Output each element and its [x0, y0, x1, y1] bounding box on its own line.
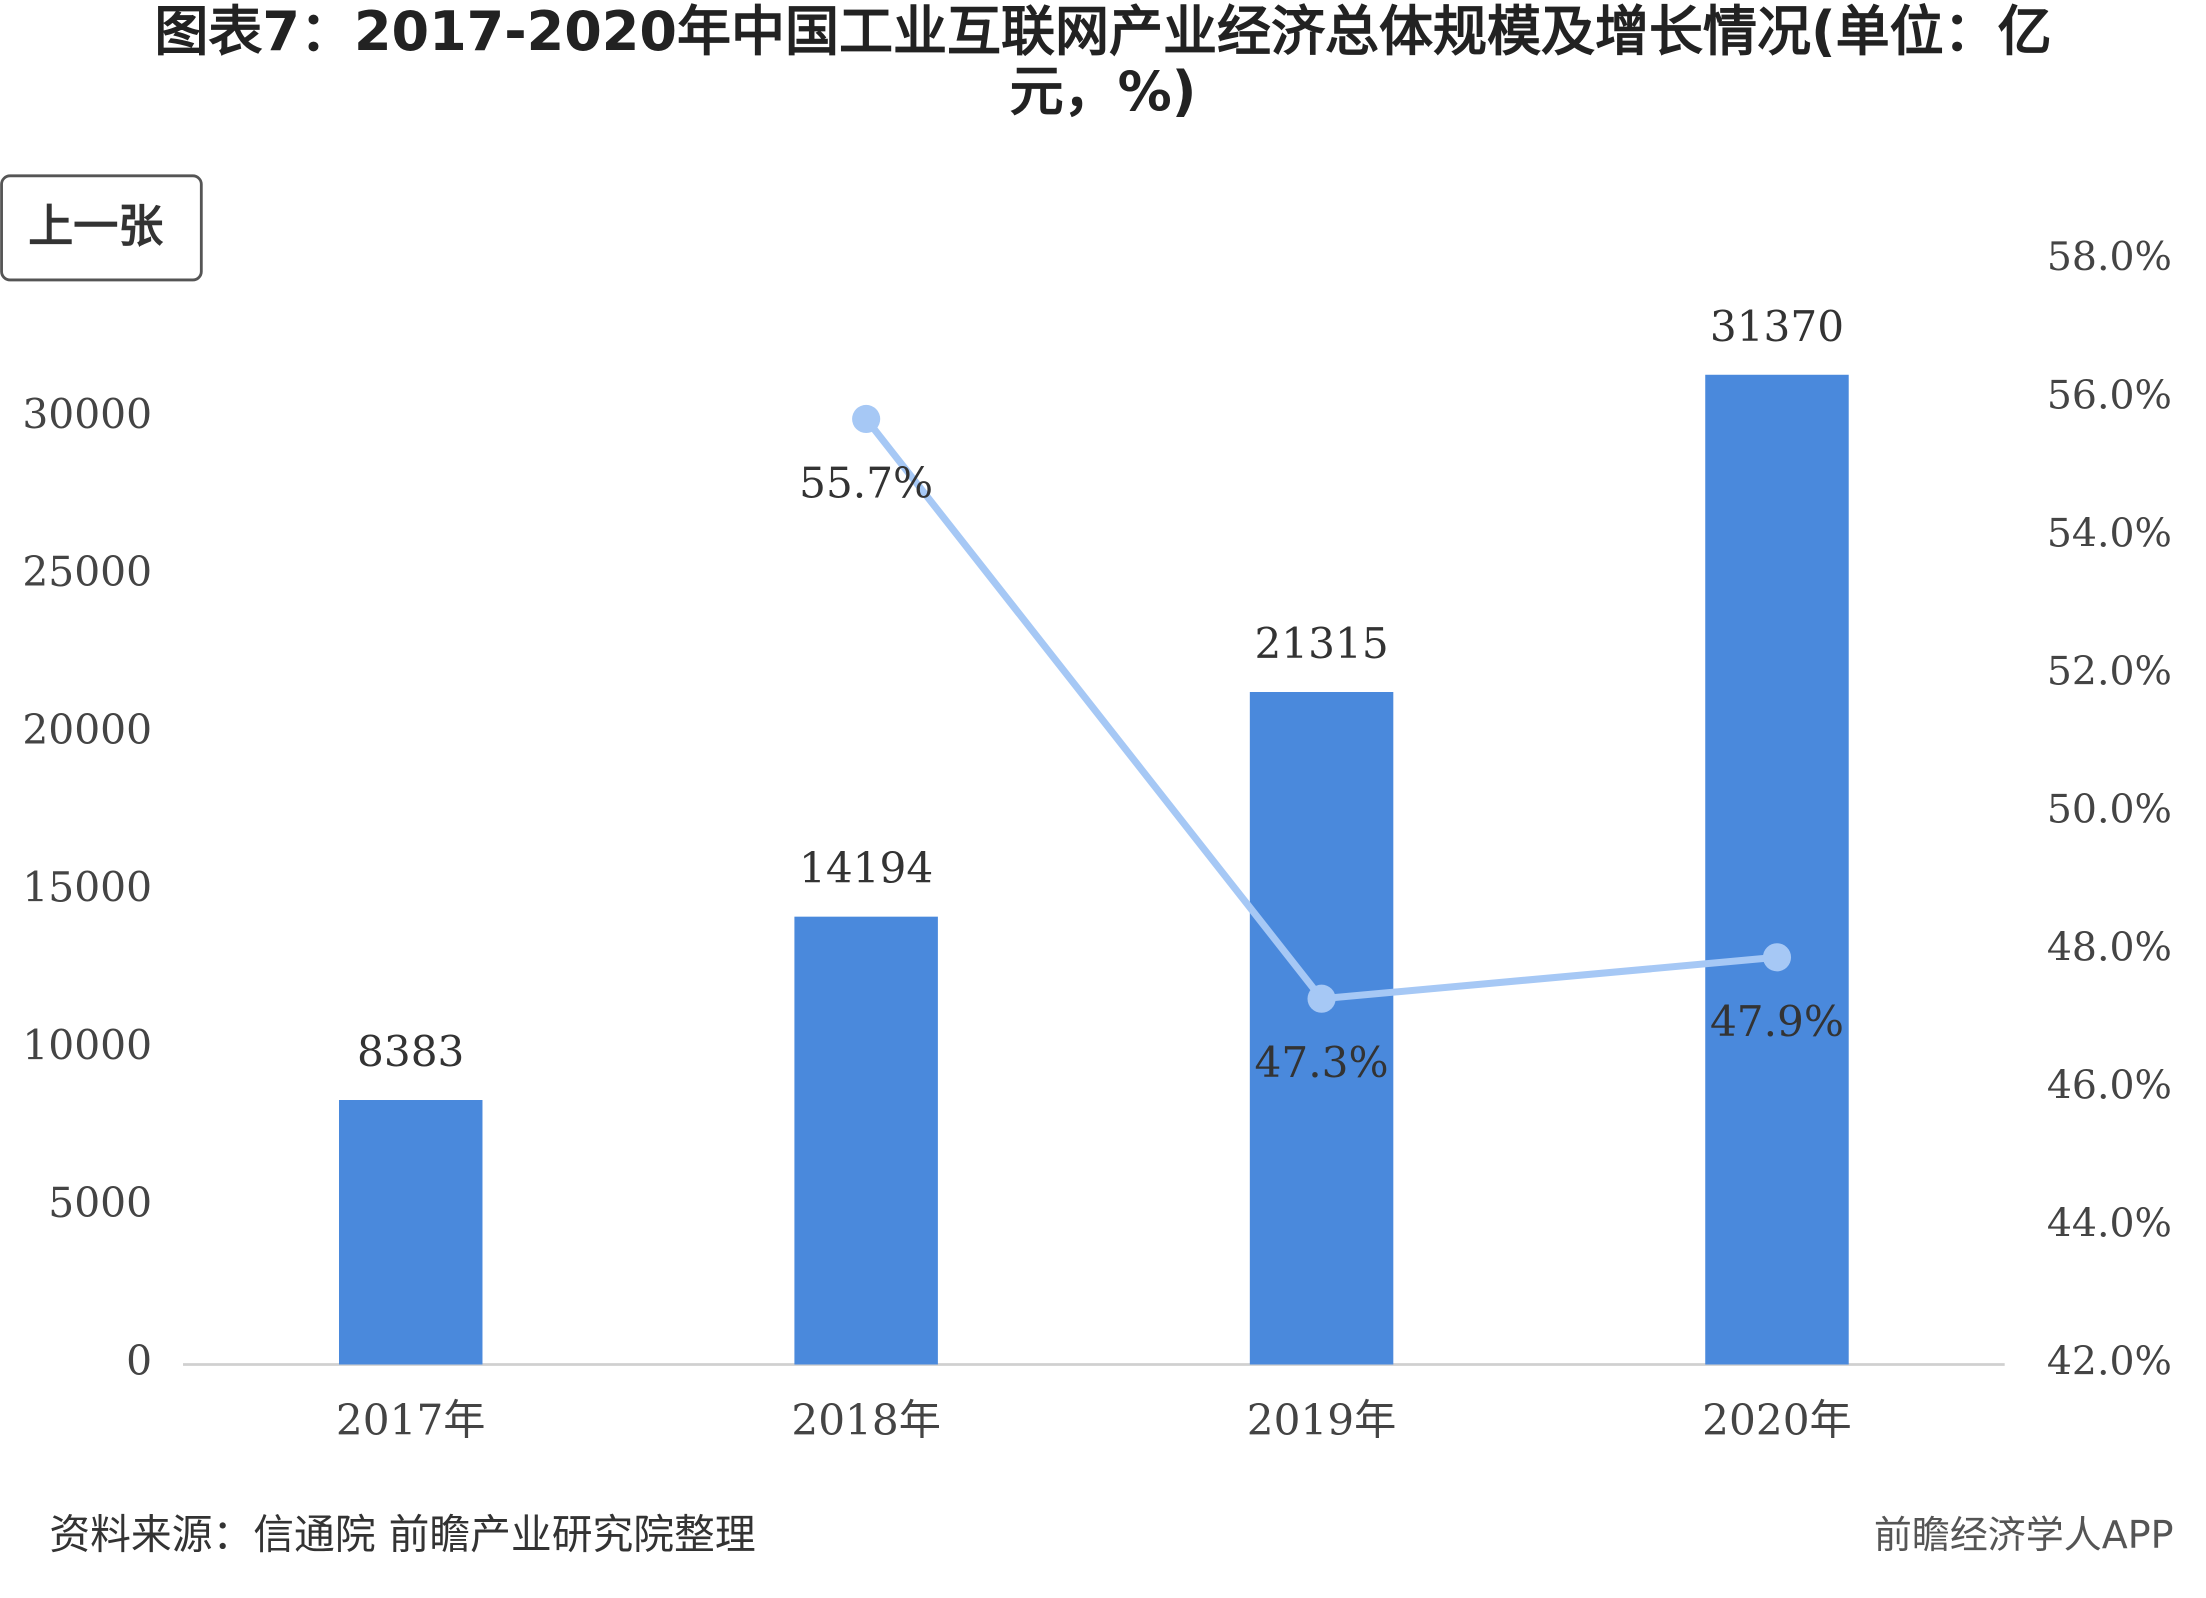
y-tick-label: 10000	[22, 1021, 152, 1069]
y-tick-label: 20000	[22, 706, 152, 754]
line-point	[1307, 984, 1336, 1013]
y2-tick-label: 48.0%	[2047, 924, 2172, 970]
prev-button[interactable]	[0, 174, 203, 282]
bar	[338, 1100, 483, 1365]
bar-value-label: 8383	[357, 1027, 464, 1076]
line-value-label: 55.7%	[799, 458, 933, 507]
chart-title: 图表7：2017-2020年中国工业互联网产业经济总体规模及增长情况(单位：亿元…	[154, 0, 2052, 123]
y-tick-label: 0	[126, 1337, 152, 1385]
brand: 前瞻经济学人APP	[1874, 1513, 2174, 1557]
y2-tick-label: 42.0%	[2047, 1338, 2172, 1384]
y2-tick-label: 52.0%	[2047, 648, 2172, 694]
line-value-label: 47.3%	[1255, 1038, 1389, 1087]
y2-tick-label: 44.0%	[2047, 1200, 2172, 1246]
y2-tick-label: 54.0%	[2047, 510, 2172, 556]
source: 资料来源：信通院 前瞻产业研究院整理	[49, 1511, 755, 1559]
line-point	[852, 404, 881, 434]
x-tick-label: 2019年	[1247, 1396, 1397, 1445]
prev-button-label[interactable]: 上一张	[28, 199, 163, 252]
bar-value-label: 31370	[1710, 302, 1844, 351]
bar	[1705, 374, 1849, 1365]
line-point	[1762, 943, 1792, 972]
x-tick-label: 2017年	[336, 1396, 486, 1445]
y2-tick-label: 46.0%	[2047, 1062, 2172, 1108]
y2-tick-label: 56.0%	[2047, 372, 2172, 418]
bar	[794, 916, 938, 1365]
x-tick-label: 2020年	[1702, 1396, 1852, 1445]
y2-tick-label: 50.0%	[2047, 786, 2172, 832]
y2-tick-label: 58.0%	[2047, 234, 2172, 280]
y-tick-label: 15000	[22, 864, 152, 912]
bar-value-label: 14194	[799, 844, 933, 893]
line-value-label: 47.9%	[1710, 997, 1844, 1046]
x-tick-label: 2018年	[791, 1396, 941, 1445]
bar-value-label: 21315	[1254, 619, 1388, 668]
y-tick-label: 30000	[22, 390, 152, 438]
y-tick-label: 25000	[22, 548, 152, 596]
bar	[1249, 692, 1394, 1365]
y-tick-label: 5000	[48, 1179, 152, 1227]
